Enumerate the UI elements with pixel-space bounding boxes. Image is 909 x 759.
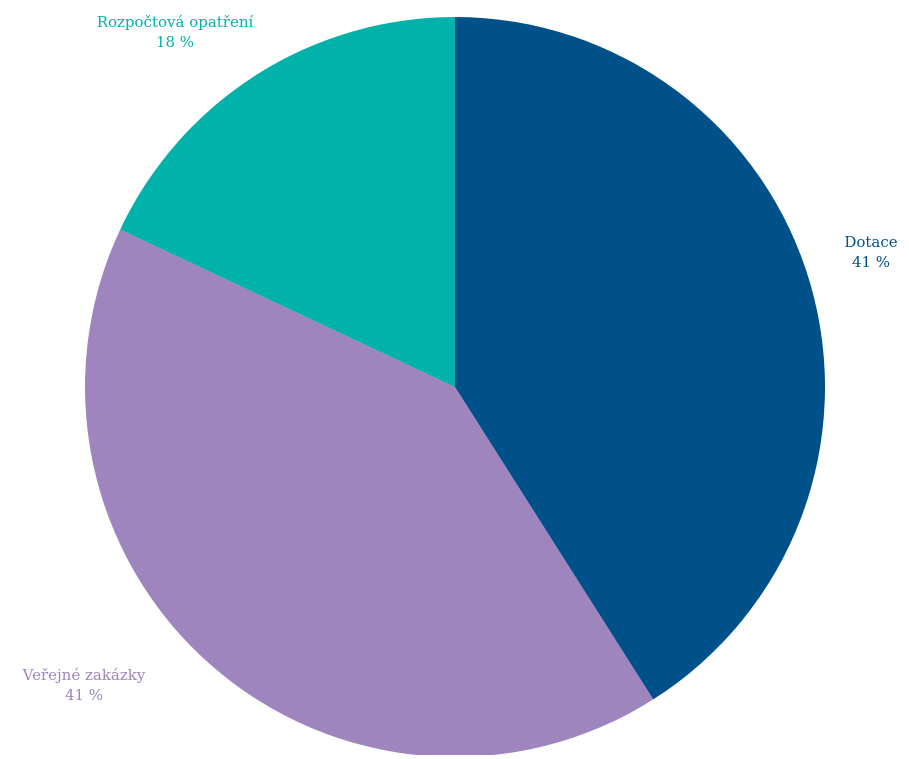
slice-value-label-rozpoctova-opatreni: 18 % [156,33,194,51]
slice-label-rozpoctova-opatreni: Rozpočtová opatření [97,13,254,31]
pie-slice-rozpoctova-opatreni [120,17,455,387]
slice-value-label-verejne-zakazky: 41 % [65,686,103,704]
pie-slice-verejne-zakazky [85,229,654,757]
labels-layer: Dotace 41 % Veřejné zakázky 41 % Rozpočtová … [22,13,898,704]
slice-value-label-dotace: 41 % [852,253,890,271]
slices-layer [85,17,825,757]
slice-label-verejne-zakazky: Veřejné zakázky [22,666,146,684]
pie-slice-dotace [455,17,825,700]
slice-label-dotace: Dotace [844,233,897,251]
